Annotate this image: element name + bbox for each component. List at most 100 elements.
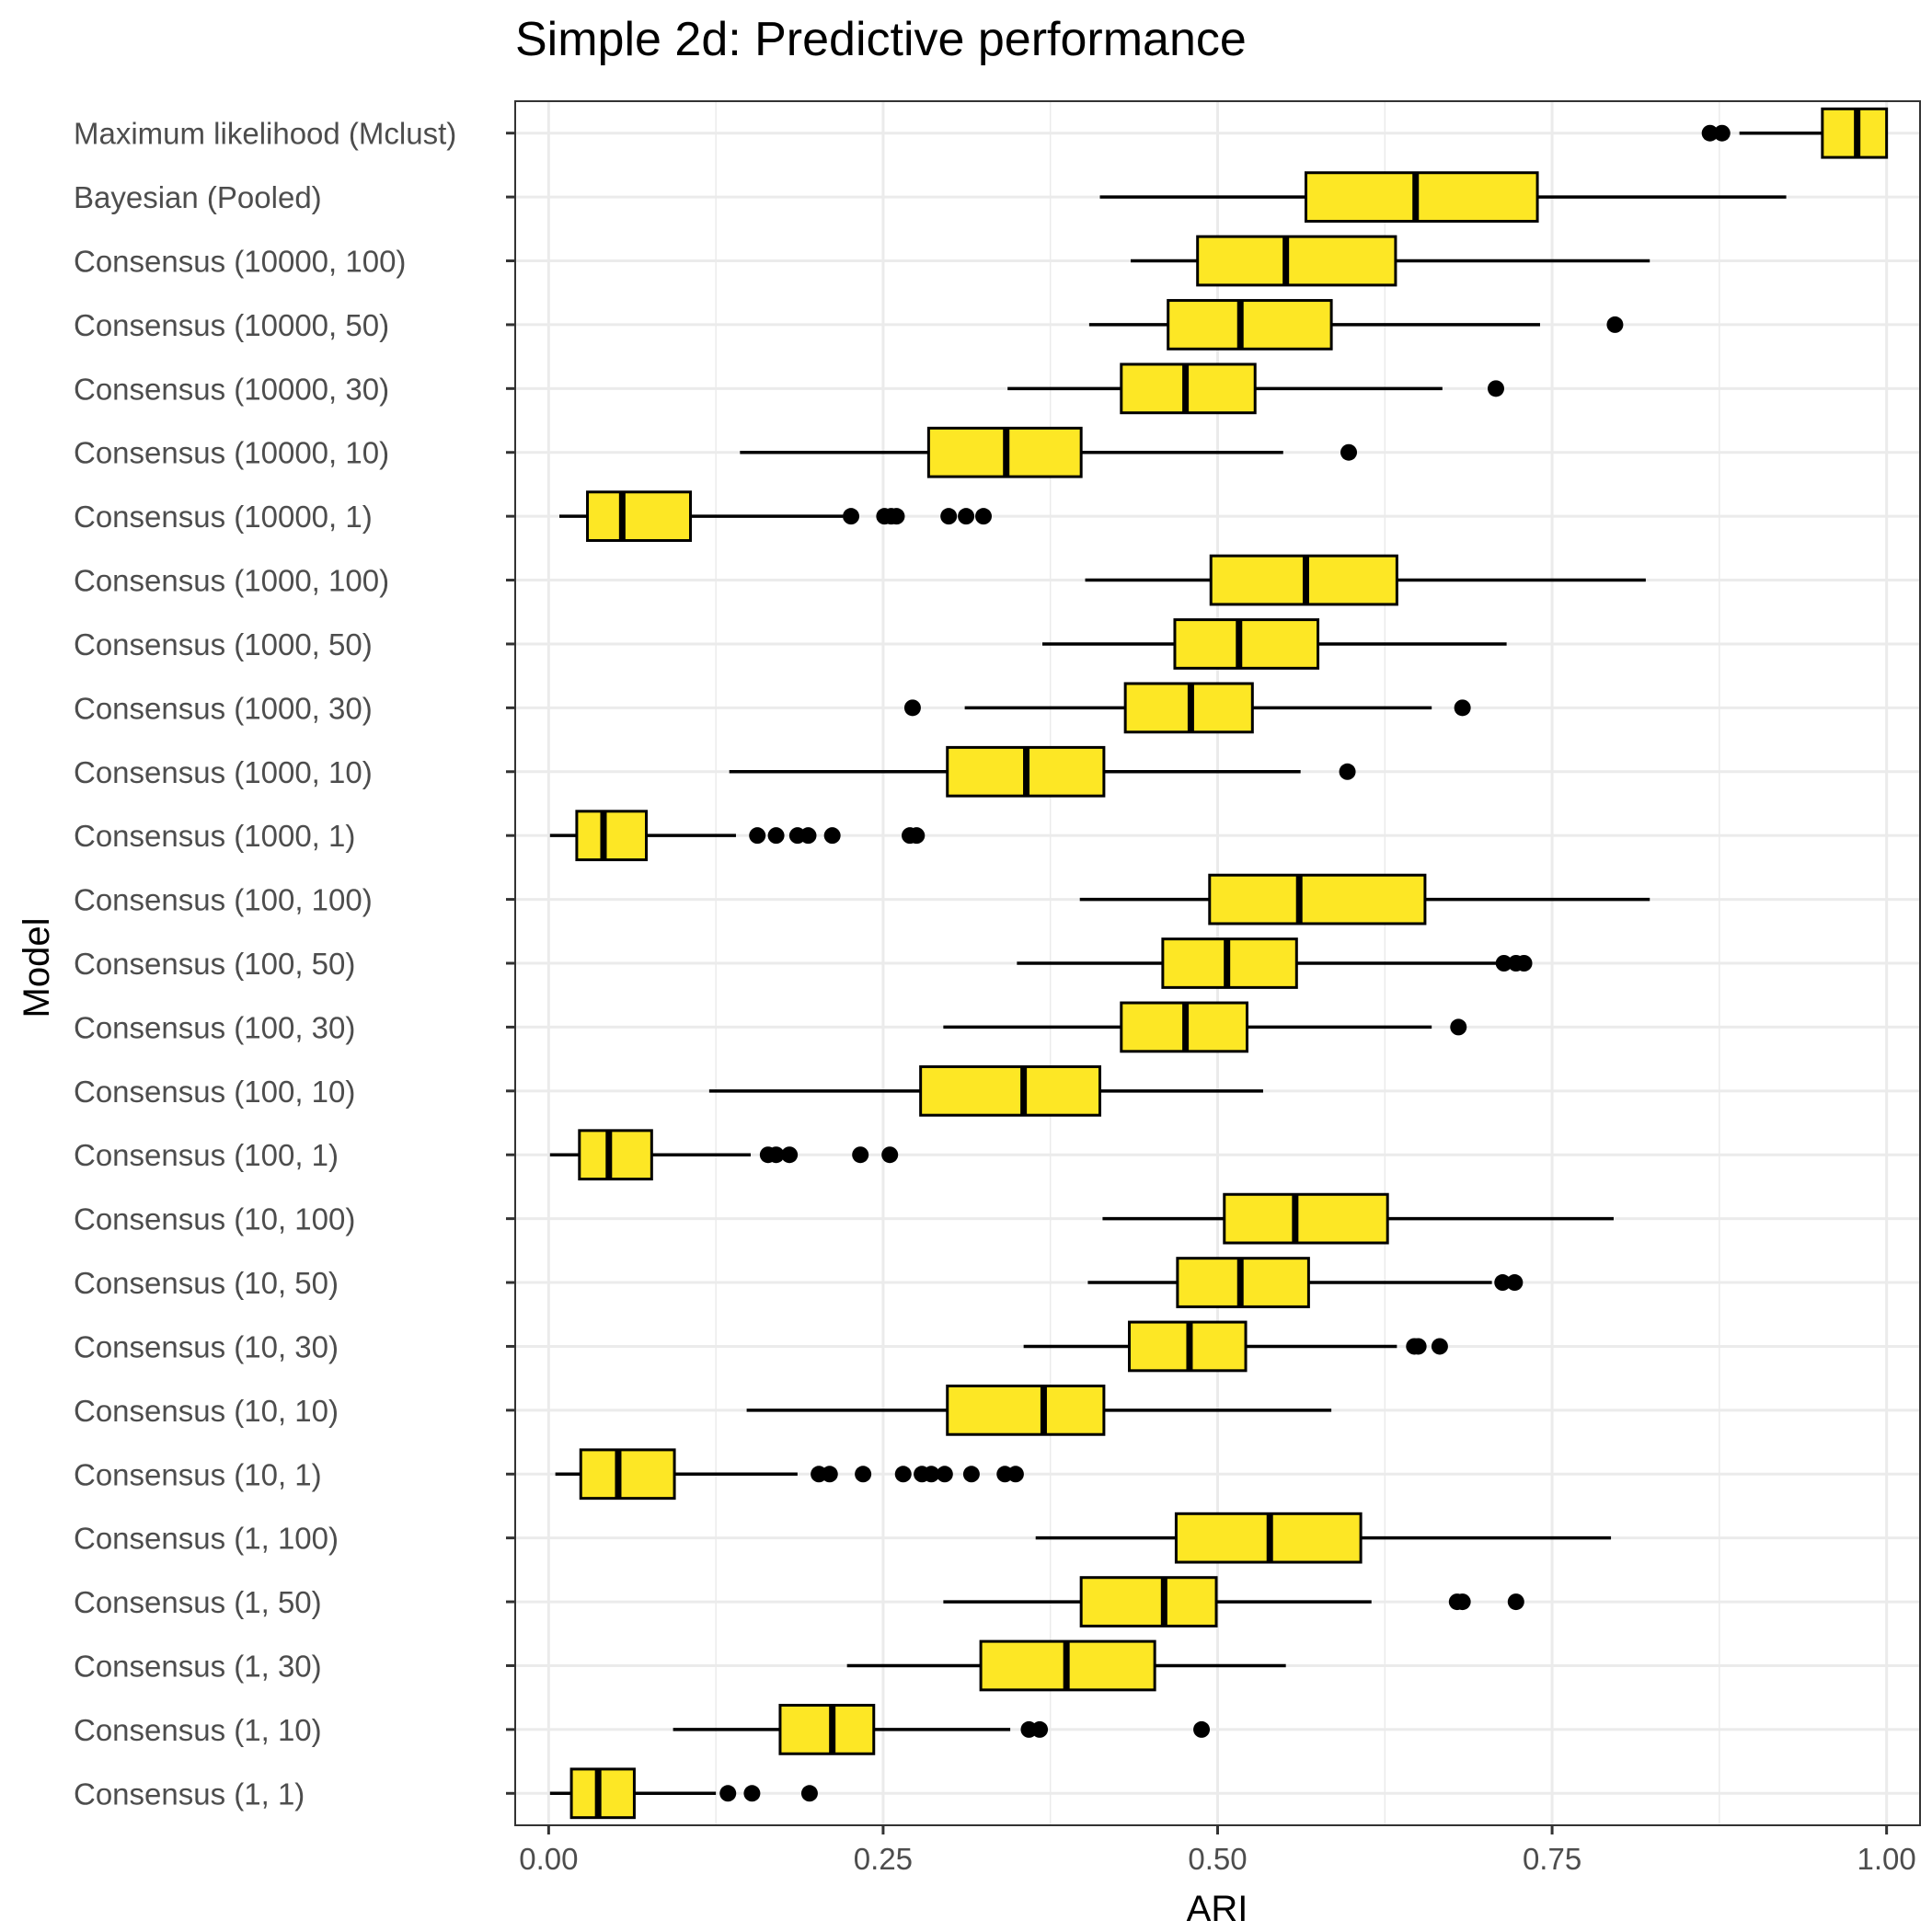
box bbox=[586, 490, 693, 543]
boxplot-16 bbox=[708, 1064, 1263, 1117]
y-tick-label: Consensus (1, 1) bbox=[74, 1777, 305, 1811]
outlier-point bbox=[923, 1466, 940, 1483]
outlier-point bbox=[1506, 1274, 1524, 1292]
y-tick-label: Consensus (1, 10) bbox=[74, 1713, 322, 1747]
outlier-point bbox=[958, 508, 975, 525]
boxplot-13 bbox=[1079, 873, 1650, 926]
y-tick-label: Consensus (10, 30) bbox=[74, 1329, 339, 1363]
y-tick-label: Consensus (100, 10) bbox=[74, 1075, 355, 1109]
y-tick-label: Consensus (10000, 30) bbox=[74, 372, 389, 406]
box-layer bbox=[549, 107, 1889, 1820]
boxplot-5 bbox=[1007, 362, 1504, 415]
x-tick-label: 0.75 bbox=[1523, 1842, 1581, 1876]
outlier-point bbox=[1454, 1593, 1471, 1611]
boxplot-14 bbox=[1017, 937, 1533, 989]
boxplot-12 bbox=[549, 810, 926, 862]
box bbox=[569, 1767, 636, 1820]
outlier-point bbox=[1454, 699, 1471, 717]
y-tick-label: Consensus (1000, 10) bbox=[74, 755, 373, 789]
boxplot-25 bbox=[846, 1639, 1286, 1692]
y-tick-label: Consensus (100, 100) bbox=[74, 883, 373, 917]
boxplot-10 bbox=[903, 682, 1471, 734]
outlier-point bbox=[903, 699, 921, 717]
outlier-point bbox=[821, 1466, 838, 1483]
outlier-point bbox=[1487, 380, 1504, 397]
y-tick-label: Consensus (1000, 1) bbox=[74, 819, 355, 853]
y-tick-label: Consensus (10, 1) bbox=[74, 1457, 322, 1491]
y-tick-label: Consensus (1000, 100) bbox=[74, 564, 389, 598]
outlier-point bbox=[855, 1466, 872, 1483]
boxplot-19 bbox=[1087, 1257, 1524, 1308]
y-tick-label: Consensus (10000, 100) bbox=[74, 245, 406, 279]
boxplot-3 bbox=[1130, 235, 1650, 287]
y-tick-label: Consensus (100, 1) bbox=[74, 1138, 339, 1172]
chart-title: Simple 2d: Predictive performance bbox=[515, 13, 1247, 66]
boxplot-15 bbox=[943, 1001, 1467, 1053]
outlier-point bbox=[781, 1146, 799, 1164]
outlier-point bbox=[1031, 1720, 1049, 1738]
box bbox=[1079, 1576, 1218, 1627]
boxplot-23 bbox=[1035, 1512, 1612, 1564]
outlier-point bbox=[749, 827, 766, 845]
box bbox=[919, 1064, 1102, 1117]
boxplot-2 bbox=[1099, 171, 1787, 223]
box bbox=[1173, 618, 1320, 670]
x-tick-label: 1.00 bbox=[1857, 1842, 1916, 1876]
outlier-point bbox=[888, 508, 905, 525]
outlier-point bbox=[1515, 955, 1533, 972]
outlier-point bbox=[852, 1146, 869, 1164]
outlier-point bbox=[1006, 1466, 1024, 1483]
outlier-point bbox=[767, 827, 785, 845]
outlier-point bbox=[1494, 1274, 1512, 1292]
outlier-point bbox=[881, 1146, 899, 1164]
y-tick-label: Consensus (10000, 50) bbox=[74, 308, 389, 342]
box bbox=[1304, 171, 1539, 223]
boxplot-22 bbox=[555, 1448, 1024, 1501]
box bbox=[946, 1384, 1106, 1436]
outlier-point bbox=[719, 1785, 737, 1802]
box bbox=[578, 1129, 653, 1181]
boxplot-1 bbox=[1701, 107, 1889, 159]
y-tick-label: Consensus (10, 100) bbox=[74, 1202, 355, 1236]
boxplot-11 bbox=[729, 745, 1356, 798]
outlier-point bbox=[940, 508, 958, 525]
outlier-point bbox=[962, 1466, 980, 1483]
y-tick-label: Consensus (100, 30) bbox=[74, 1010, 355, 1044]
y-tick-label: Consensus (1, 30) bbox=[74, 1649, 322, 1683]
y-tick-label: Maximum likelihood (Mclust) bbox=[74, 117, 456, 151]
outlier-point bbox=[894, 1466, 912, 1483]
y-tick-label: Consensus (1000, 50) bbox=[74, 627, 373, 661]
boxplot-20 bbox=[1023, 1320, 1448, 1373]
y-tick-label: Consensus (10000, 10) bbox=[74, 436, 389, 470]
y-tick-label: Consensus (10000, 1) bbox=[74, 500, 373, 534]
box bbox=[1208, 873, 1427, 926]
outlier-point bbox=[800, 1785, 818, 1802]
outlier-point bbox=[823, 827, 841, 845]
outlier-point bbox=[1193, 1720, 1211, 1738]
y-tick-label: Consensus (10, 50) bbox=[74, 1266, 339, 1300]
outlier-point bbox=[908, 827, 926, 845]
boxplot-9 bbox=[1041, 618, 1507, 670]
boxplot-26 bbox=[673, 1704, 1211, 1755]
y-tick-label: Consensus (1000, 30) bbox=[74, 691, 373, 725]
y-axis-title: Model bbox=[17, 918, 57, 1018]
outlier-point bbox=[1340, 443, 1358, 461]
outlier-point bbox=[1450, 1018, 1467, 1036]
boxplot-21 bbox=[746, 1384, 1332, 1436]
outlier-point bbox=[1339, 763, 1356, 780]
boxplot-27 bbox=[549, 1767, 818, 1820]
boxplot-18 bbox=[1102, 1192, 1614, 1245]
x-tick-label: 0.50 bbox=[1188, 1842, 1247, 1876]
outlier-point bbox=[975, 508, 992, 525]
boxplot-8 bbox=[1085, 554, 1646, 606]
y-tick-label: Bayesian (Pooled) bbox=[74, 180, 322, 214]
outlier-point bbox=[743, 1785, 761, 1802]
outlier-point bbox=[1409, 1338, 1427, 1355]
boxplot-24 bbox=[943, 1576, 1524, 1627]
box bbox=[579, 1448, 676, 1501]
outlier-point bbox=[1713, 124, 1731, 142]
box bbox=[575, 810, 649, 862]
boxplot-6 bbox=[740, 426, 1358, 478]
